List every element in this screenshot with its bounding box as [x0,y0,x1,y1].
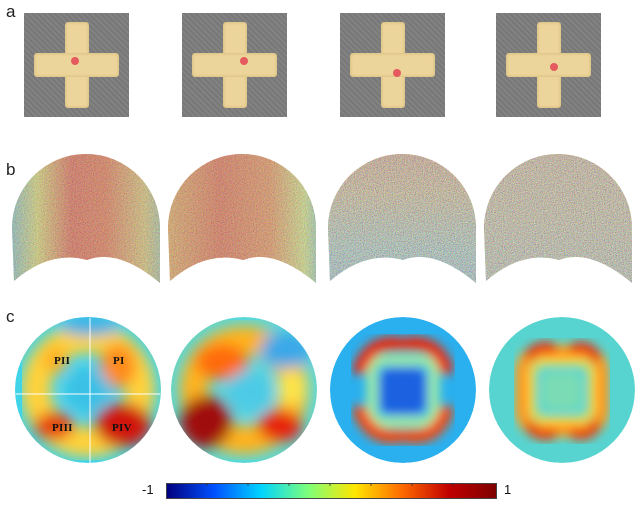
measurement-map-3 [328,154,476,283]
mode-maps-row [15,317,635,464]
colorbar-max-label: 1 [504,482,512,497]
measurement-map-2 [168,154,316,283]
measurement-map-1 [12,154,160,283]
cross-specimen [350,53,435,77]
specimen-photo-2 [182,13,287,117]
mode-map-1 [15,317,161,463]
region-label-p2: PII [54,355,71,367]
colorbar-min-label: -1 [142,482,154,497]
marker-dot [71,57,79,65]
panel-label-b: b [6,160,16,179]
mode-map-3 [330,317,476,463]
marker-dot [550,63,558,71]
colorbar [166,483,497,499]
measurement-map-4 [484,154,632,283]
cross-specimen [192,53,277,77]
region-label-p4: PIV [112,422,132,434]
marker-dot [393,69,401,77]
mode-map-4 [489,317,635,463]
panel-label-a: a [6,2,16,21]
region-label-p1: PI [113,355,125,367]
panel-label-c: c [6,307,15,326]
specimen-photo-1 [24,13,129,117]
mode-map-2 [171,317,317,463]
marker-dot [240,57,248,65]
specimen-photo-4 [496,13,601,117]
region-label-p3: PIII [52,422,73,434]
measurement-maps-row [12,154,632,283]
specimen-photo-3 [340,13,445,117]
cross-specimen [506,53,591,77]
colorbar-ticks [206,483,454,486]
